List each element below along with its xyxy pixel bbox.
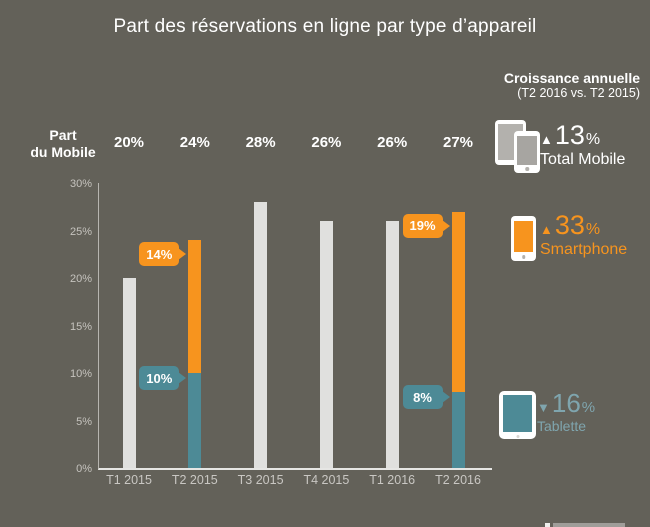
artifact-strip (553, 523, 625, 527)
smartphone-label: Smartphone (540, 241, 628, 258)
artifact-dot (545, 523, 550, 527)
tablette-screen (503, 395, 532, 432)
page-title: Part des réservations en ligne par type … (113, 16, 537, 37)
phone-home-button (525, 167, 529, 171)
callout-pointer (178, 372, 187, 384)
category-label: T2 2016 (435, 473, 481, 487)
mobile-share-axis-label: Part du Mobile (26, 127, 100, 161)
callout-pointer (441, 219, 450, 232)
mobile-share-value: 26% (311, 134, 342, 151)
total-mobile-percent-sign: % (585, 131, 601, 148)
bottom-crop-artifact (545, 523, 625, 527)
bar-segment (451, 392, 465, 468)
up-arrow-icon: ▲ (540, 132, 553, 147)
category-label: T4 2015 (303, 473, 350, 487)
smartphone-percent-sign: % (585, 221, 601, 238)
y-tick-label: 20% (69, 273, 92, 285)
phone-icon (514, 131, 540, 173)
down-arrow-icon: ▼ (537, 400, 550, 415)
total-mobile-label: Total Mobile (540, 151, 626, 168)
bar-segment (385, 221, 399, 468)
smartphone-icon (511, 216, 536, 261)
callout-pointer (178, 248, 187, 260)
legend-smartphone-text: ▲ 33% Smartphone (540, 212, 627, 259)
y-tick-label: 25% (69, 225, 92, 238)
bar-segment (188, 240, 202, 373)
category-label: T3 2015 (237, 473, 284, 487)
bar-segment (188, 373, 202, 468)
tablette-percent-sign: % (581, 399, 596, 416)
legend-tablette-text: ▼ 16% Tablette (537, 390, 595, 436)
phone-screen (517, 136, 537, 165)
callout-label: 10% (139, 366, 187, 390)
category-label: T1 2016 (369, 473, 416, 487)
tablette-icon (499, 391, 536, 439)
mobile-share-value: 26% (377, 134, 408, 151)
legend-total-mobile (495, 119, 541, 175)
y-tick-label: 15% (69, 320, 92, 333)
bar-segment (254, 202, 268, 468)
tablette-growth: ▼ 16% (537, 390, 595, 416)
mobile-share-value: 20% (113, 134, 145, 151)
callout-label: 19% (402, 213, 450, 238)
total-mobile-icon (495, 119, 541, 175)
legend-total-mobile-text: ▲ 13% Total Mobile (540, 122, 625, 169)
smartphone-home-button (521, 255, 526, 259)
chart-plot (98, 183, 492, 470)
growth-header: Croissance annuelle (T2 2016 vs. T2 2015… (504, 70, 640, 101)
y-tick-label: 5% (76, 415, 92, 428)
growth-subtitle: (T2 2016 vs. T2 2015) (517, 86, 640, 100)
bar-segment (319, 221, 333, 468)
category-label: T1 2015 (106, 473, 152, 487)
y-tick-label: 0% (76, 463, 92, 475)
mobile-share-label-line1: Part (49, 127, 77, 143)
callout-pointer (441, 391, 450, 403)
bar-segment (451, 211, 465, 392)
callout-label: 8% (402, 385, 450, 409)
callout-label: 14% (139, 242, 187, 266)
total-mobile-value: 13 (554, 120, 585, 150)
mobile-share-value: 24% (179, 134, 210, 151)
up-arrow-icon: ▲ (540, 222, 553, 237)
y-tick-label: 30% (69, 178, 92, 190)
category-label: T2 2015 (171, 473, 218, 487)
mobile-share-label-line2: du Mobile (30, 144, 96, 160)
mobile-share-value: 28% (245, 134, 276, 151)
y-tick-label: 10% (69, 368, 92, 380)
tablette-home-button (516, 434, 519, 438)
smartphone-value: 33 (554, 210, 585, 240)
tablette-label: Tablette (537, 418, 587, 434)
smartphone-growth: ▲ 33% (540, 212, 627, 239)
bar-segment (122, 278, 136, 468)
mobile-share-value: 27% (442, 134, 474, 151)
tablette-value: 16 (551, 388, 581, 418)
smartphone-screen (514, 221, 533, 252)
total-mobile-growth: ▲ 13% (540, 122, 625, 149)
growth-title: Croissance annuelle (503, 70, 640, 86)
